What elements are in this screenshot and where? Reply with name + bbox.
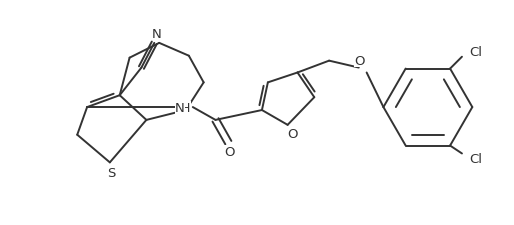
Text: N: N [152, 28, 161, 41]
Text: N: N [175, 101, 185, 114]
Text: Cl: Cl [469, 46, 482, 59]
Text: H: H [181, 101, 191, 114]
Text: O: O [224, 145, 234, 158]
Text: O: O [287, 128, 298, 141]
Text: Cl: Cl [469, 152, 482, 165]
Text: O: O [355, 55, 365, 68]
Text: S: S [107, 166, 116, 179]
